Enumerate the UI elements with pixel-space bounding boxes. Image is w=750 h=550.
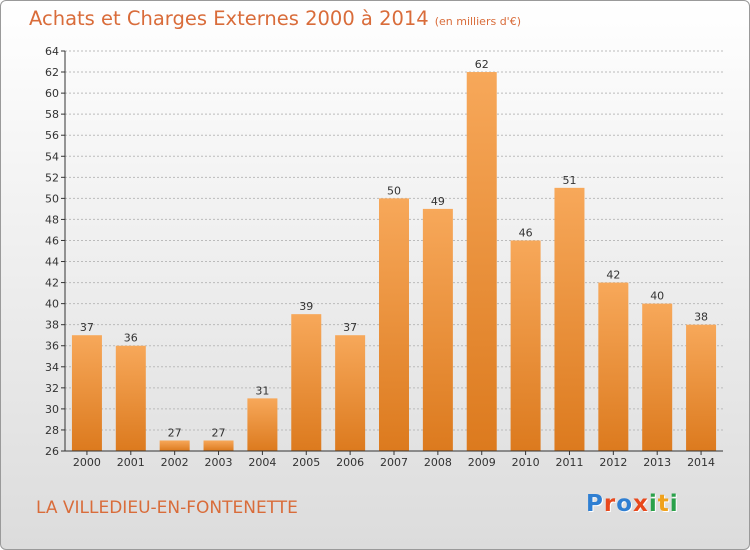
y-tick-label: 64	[45, 45, 59, 58]
y-tick-label: 52	[45, 171, 59, 184]
x-tick-label: 2003	[205, 456, 233, 469]
bar	[335, 335, 366, 451]
data-label: 49	[431, 195, 445, 208]
x-tick-label: 2007	[380, 456, 408, 469]
bar	[642, 303, 673, 451]
y-tick-label: 30	[45, 403, 59, 416]
x-tick-label: 2014	[687, 456, 715, 469]
bar	[115, 345, 146, 451]
data-label: 37	[343, 321, 357, 334]
logo-letter: P	[586, 491, 604, 517]
x-tick-label: 2008	[424, 456, 452, 469]
x-tick-label: 2005	[292, 456, 320, 469]
y-tick-label: 62	[45, 66, 59, 79]
chart-title-text: Achats et Charges Externes 2000 à 2014	[29, 7, 429, 30]
x-tick-label: 2011	[555, 456, 583, 469]
y-tick-label: 38	[45, 319, 59, 332]
logo-letter: r	[603, 491, 617, 517]
data-label: 46	[519, 226, 533, 239]
data-label: 27	[212, 426, 226, 439]
bar	[466, 72, 497, 451]
y-tick-label: 56	[45, 129, 59, 142]
y-tick-label: 28	[45, 424, 59, 437]
y-tick-label: 50	[45, 192, 59, 205]
x-tick-label: 2006	[336, 456, 364, 469]
logo-letter: i	[648, 491, 658, 517]
x-tick-label: 2001	[117, 456, 145, 469]
data-label: 39	[299, 300, 313, 313]
y-tick-label: 48	[45, 213, 59, 226]
data-label: 37	[80, 321, 94, 334]
proxiti-logo: Proxiti	[586, 491, 679, 517]
region-name: LA VILLEDIEU-EN-FONTENETTE	[36, 498, 298, 518]
x-tick-label: 2002	[161, 456, 189, 469]
y-tick-label: 34	[45, 361, 59, 374]
y-tick-label: 32	[45, 382, 59, 395]
bar	[159, 440, 190, 451]
x-tick-label: 2004	[248, 456, 276, 469]
data-label: 51	[562, 174, 576, 187]
data-label: 42	[606, 269, 620, 282]
bar	[554, 187, 585, 451]
logo-letter: t	[657, 491, 670, 517]
bar	[422, 208, 453, 451]
logo-letter: i	[669, 491, 679, 517]
y-tick-label: 60	[45, 87, 59, 100]
x-tick-label: 2009	[468, 456, 496, 469]
x-tick-label: 2013	[643, 456, 671, 469]
chart-title: Achats et Charges Externes 2000 à 2014 (e…	[29, 7, 521, 30]
data-label: 40	[650, 290, 664, 303]
bar	[247, 398, 278, 451]
logo-letter: o	[616, 491, 634, 517]
x-tick-label: 2012	[599, 456, 627, 469]
logo-letter: x	[633, 491, 649, 517]
data-label: 38	[694, 311, 708, 324]
data-label: 31	[255, 384, 269, 397]
bar	[510, 240, 541, 451]
y-tick-label: 54	[45, 150, 59, 163]
chart-title-unit: (en milliers d'€)	[434, 15, 521, 28]
bar	[598, 282, 629, 451]
x-tick-label: 2010	[512, 456, 540, 469]
bar	[379, 198, 409, 451]
bar	[291, 314, 322, 451]
y-tick-label: 40	[45, 298, 59, 311]
data-label: 62	[475, 58, 489, 71]
y-tick-label: 44	[45, 256, 59, 269]
y-tick-label: 42	[45, 277, 59, 290]
y-tick-label: 58	[45, 108, 59, 121]
y-tick-label: 26	[45, 445, 59, 458]
data-label: 50	[387, 184, 401, 197]
bar	[71, 335, 102, 451]
y-tick-label: 46	[45, 234, 59, 247]
x-tick-label: 2000	[73, 456, 101, 469]
data-label: 27	[168, 426, 182, 439]
data-label: 36	[124, 332, 138, 345]
y-tick-label: 36	[45, 340, 59, 353]
bar	[203, 440, 234, 451]
bar	[686, 324, 717, 451]
